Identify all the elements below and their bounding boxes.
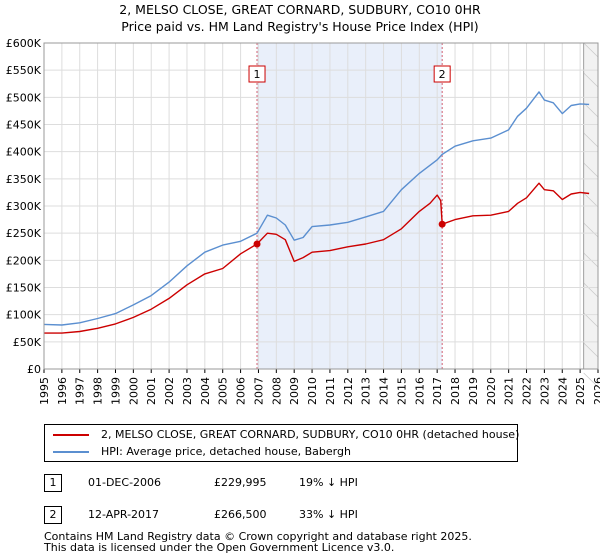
sale-label-box bbox=[248, 65, 266, 83]
sale-hpi-diff: 19% ↓ HPI bbox=[299, 476, 358, 489]
x-tick-label: 2009 bbox=[288, 377, 301, 405]
legend-property-label: 2, MELSO CLOSE, GREAT CORNARD, SUDBURY, … bbox=[101, 428, 520, 441]
legend-property-swatch bbox=[53, 434, 89, 436]
forecast-hatch bbox=[583, 132, 599, 148]
x-tick-label: 2017 bbox=[431, 377, 444, 405]
x-tick-label: 2001 bbox=[145, 377, 158, 405]
sale-price: £266,500 bbox=[214, 508, 267, 521]
x-tick-label: 2021 bbox=[503, 377, 516, 405]
footer-copyright: Contains HM Land Registry data © Crown c… bbox=[44, 530, 472, 543]
sale-point bbox=[438, 220, 446, 228]
x-tick-label: 1997 bbox=[74, 377, 87, 405]
forecast-hatch bbox=[583, 162, 599, 178]
forecast-hatch bbox=[583, 282, 599, 298]
chart-legend: 2, MELSO CLOSE, GREAT CORNARD, SUDBURY, … bbox=[44, 424, 520, 462]
x-tick-label: 2004 bbox=[199, 377, 212, 405]
y-tick-label: £550K bbox=[6, 64, 42, 77]
x-tick-label: 2010 bbox=[306, 377, 319, 405]
y-tick-label: £450K bbox=[6, 119, 42, 132]
x-tick-label: 2022 bbox=[521, 377, 534, 405]
sale-hpi-diff: 33% ↓ HPI bbox=[299, 508, 358, 521]
y-tick-label: £200K bbox=[6, 254, 42, 267]
forecast-hatch bbox=[583, 192, 599, 208]
y-tick-label: £300K bbox=[6, 200, 42, 213]
forecast-hatch bbox=[583, 312, 599, 328]
x-tick-label: 2015 bbox=[395, 377, 408, 405]
sale-label-text: 1 bbox=[254, 68, 261, 81]
sale-price: £229,995 bbox=[214, 476, 267, 489]
series-line bbox=[44, 182, 590, 334]
forecast-hatch bbox=[583, 342, 599, 358]
legend-hpi-label: HPI: Average price, detached house, Babe… bbox=[101, 445, 351, 458]
forecast-hatch bbox=[583, 102, 599, 118]
x-tick-label: 2023 bbox=[538, 377, 551, 405]
legend-hpi-swatch bbox=[53, 451, 89, 453]
y-tick-label: £600K bbox=[6, 37, 42, 50]
x-tick-label: 2019 bbox=[467, 377, 480, 405]
x-tick-label: 2003 bbox=[181, 377, 194, 405]
x-tick-label: 2006 bbox=[235, 377, 248, 405]
chart-title: 2, MELSO CLOSE, GREAT CORNARD, SUDBURY, … bbox=[119, 2, 481, 17]
x-tick-label: 2026 bbox=[592, 377, 600, 405]
sale-date: 12-APR-2017 bbox=[88, 508, 160, 521]
y-tick-label: £50K bbox=[13, 336, 42, 349]
x-tick-label: 2014 bbox=[378, 377, 391, 405]
y-tick-label: £500K bbox=[6, 91, 42, 104]
x-tick-label: 1996 bbox=[56, 377, 69, 405]
x-tick-label: 2000 bbox=[127, 377, 140, 405]
chart-subtitle: Price paid vs. HM Land Registry's House … bbox=[121, 19, 479, 34]
x-tick-label: 2020 bbox=[485, 377, 498, 405]
sale-badge: 1 bbox=[44, 474, 62, 492]
forecast-hatch bbox=[583, 372, 599, 388]
x-tick-label: 2025 bbox=[574, 377, 587, 405]
sale-point bbox=[253, 240, 261, 248]
y-tick-label: £250K bbox=[6, 227, 42, 240]
footer-licence: This data is licensed under the Open Gov… bbox=[44, 541, 395, 554]
x-tick-label: 2005 bbox=[217, 377, 230, 405]
x-tick-label: 2007 bbox=[252, 377, 265, 405]
y-tick-label: £100K bbox=[6, 309, 42, 322]
x-tick-label: 2012 bbox=[342, 377, 355, 405]
x-tick-label: 2013 bbox=[360, 377, 373, 405]
x-tick-label: 2008 bbox=[270, 377, 283, 405]
y-tick-label: £150K bbox=[6, 282, 42, 295]
x-tick-label: 1999 bbox=[109, 377, 122, 405]
forecast-hatch bbox=[583, 72, 599, 88]
sale-date: 01-DEC-2006 bbox=[88, 476, 162, 489]
y-tick-label: £400K bbox=[6, 146, 42, 159]
x-tick-label: 2024 bbox=[556, 377, 569, 405]
x-tick-label: 2018 bbox=[449, 377, 462, 405]
sale-label-text: 2 bbox=[439, 68, 446, 81]
y-tick-label: £0 bbox=[27, 363, 41, 376]
series-line bbox=[43, 91, 590, 326]
y-tick-label: £350K bbox=[6, 173, 42, 186]
price-chart: £0 £50K £100K £150K £200K £250K £300K £350K £400… bbox=[6, 37, 600, 405]
sale-badge: 2 bbox=[44, 506, 62, 524]
x-tick-label: 1998 bbox=[92, 377, 105, 405]
plot-frame bbox=[43, 42, 599, 370]
sale-label-box bbox=[433, 65, 451, 83]
forecast-hatch bbox=[583, 222, 599, 238]
x-tick-label: 1995 bbox=[38, 377, 51, 405]
x-tick-label: 2002 bbox=[163, 377, 176, 405]
x-tick-label: 2016 bbox=[413, 377, 426, 405]
x-tick-label: 2011 bbox=[324, 377, 337, 405]
forecast-hatch bbox=[583, 42, 599, 58]
